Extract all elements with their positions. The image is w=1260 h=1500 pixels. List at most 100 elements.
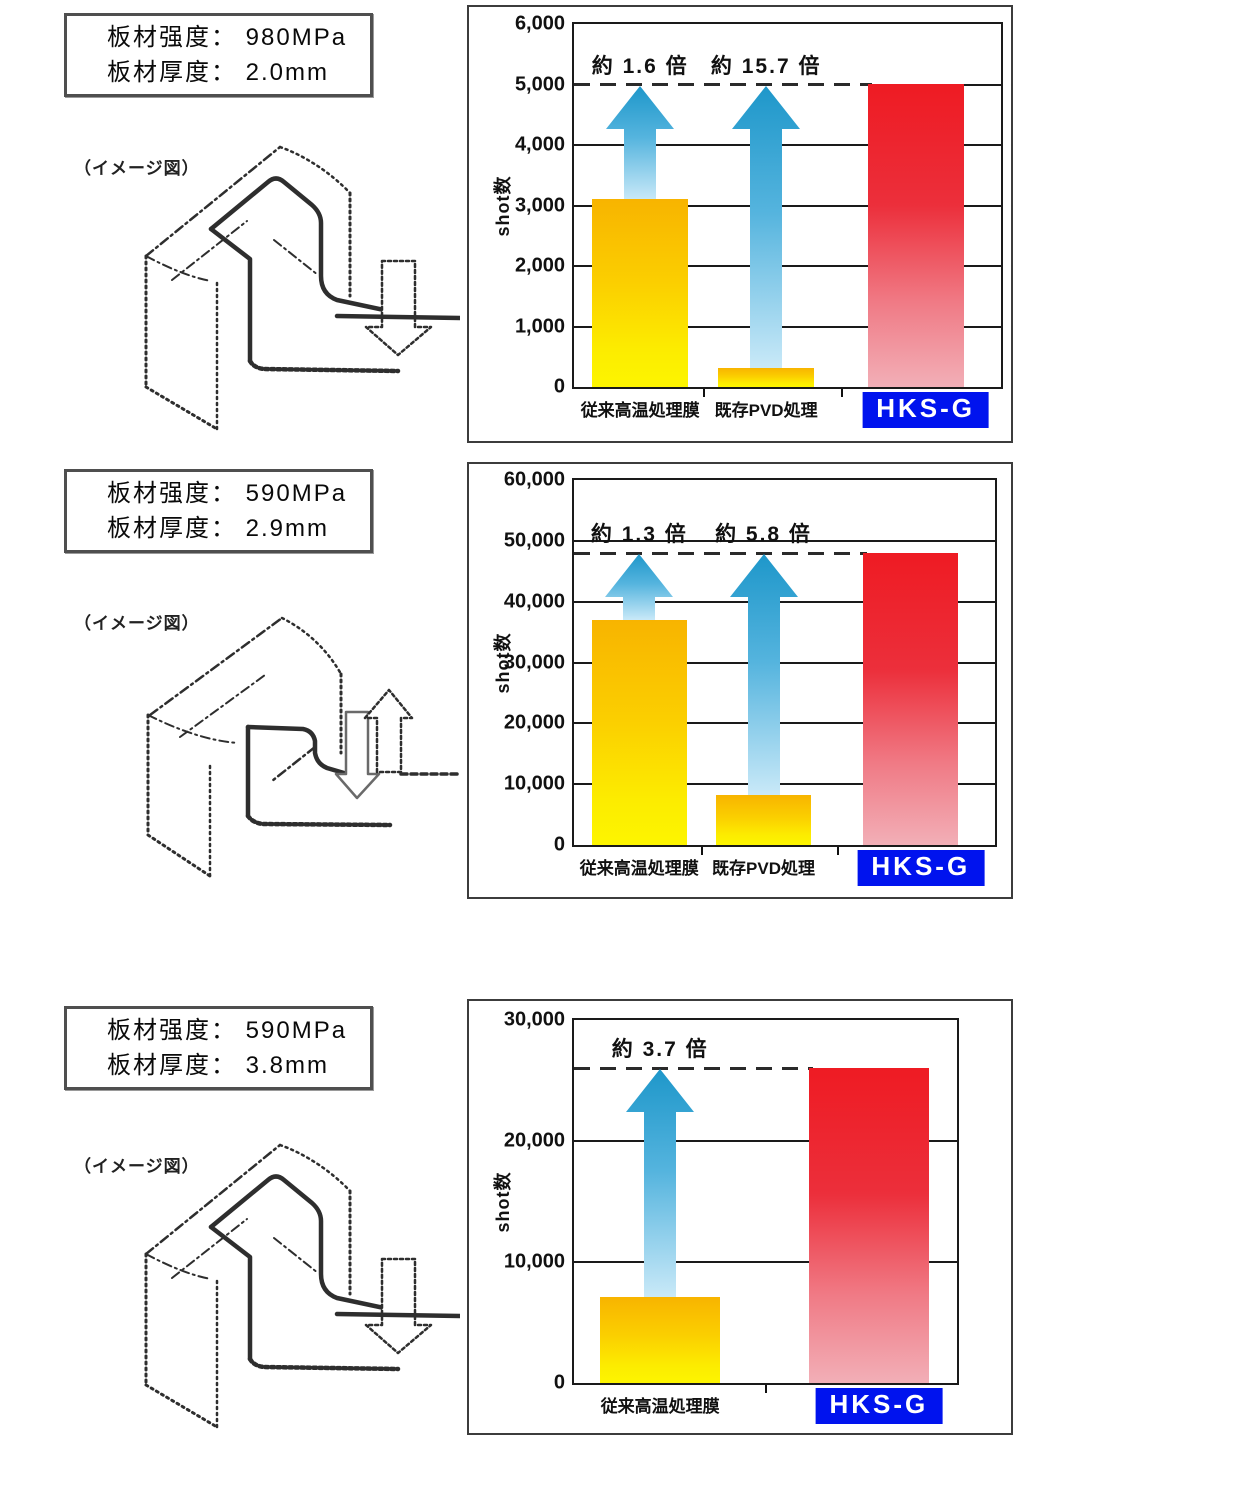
- x-axis-category-label: 既存PVD処理: [712, 859, 815, 878]
- down-arrow-icon: [364, 1257, 433, 1355]
- die-outline: [148, 616, 284, 717]
- bent-sheet: [245, 724, 347, 776]
- y-axis-tick-label: 60,000: [503, 468, 565, 491]
- up-arrow-icon: [363, 688, 414, 774]
- y-axis-tick-label: 0: [553, 375, 565, 398]
- bar-series: [716, 795, 811, 845]
- material-strength: 板材强度： 980MPa: [107, 24, 348, 51]
- y-axis-tick-label: 10,000: [503, 1250, 565, 1273]
- hksg-label: HKS-G: [815, 1388, 943, 1424]
- gridline: [574, 144, 1001, 146]
- bar-series: [591, 620, 687, 845]
- growth-arrow-shape: [732, 85, 801, 368]
- reference-dashed-line: [574, 1066, 813, 1070]
- die-sketch-down-arrow: [144, 1143, 460, 1429]
- gridline: [574, 539, 995, 542]
- x-axis-category-label: 既存PVD処理: [714, 401, 818, 420]
- die-outline: [144, 1143, 282, 1256]
- bent-sheet: [208, 176, 401, 316]
- sheet-line: [334, 313, 460, 321]
- y-axis-title: shot数: [493, 175, 513, 236]
- y-axis-tick-label: 4,000: [514, 133, 565, 156]
- bar-hksg: [863, 553, 959, 845]
- y-axis-tick-label: 5,000: [514, 73, 565, 95]
- x-axis-category-label: 従来高温処理膜: [579, 859, 699, 878]
- material-info-box: 板材强度： 980MPa 板材厚度： 2.0mm: [64, 13, 373, 97]
- down-arrow-icon: [334, 710, 381, 800]
- reference-dashed-line: [574, 551, 868, 555]
- bar-series: [592, 199, 689, 387]
- material-thickness: 板材厚度： 3.8mm: [107, 1052, 330, 1079]
- gridline: [574, 325, 1001, 328]
- die-sketch-down-arrow: [144, 145, 460, 431]
- diagram-label: （イメージ図）: [74, 614, 200, 633]
- x-axis-tick: [701, 847, 704, 855]
- bar-series: [718, 368, 815, 387]
- shot-count-chart-980mpa: 約 1.6 倍約 15.7 倍 0 1,000 2,000 3,000 4,000 5,00…: [467, 5, 1013, 443]
- y-axis-tick-label: 3,000: [514, 194, 565, 216]
- diagram-label: （イメージ図）: [74, 1157, 200, 1176]
- die-outline: [144, 145, 282, 258]
- y-axis-tick-label: 6,000: [514, 12, 565, 35]
- growth-arrow: [726, 553, 802, 795]
- press-die-diagram: （イメージ図）: [60, 585, 460, 915]
- growth-arrow: [622, 1068, 698, 1298]
- die-sketch-up-down-arrows: [146, 616, 460, 878]
- gridline: [574, 661, 995, 664]
- sheet-line: [334, 1311, 460, 1319]
- hksg-label: HKS-G: [857, 850, 985, 886]
- press-die-diagram: （イメージ図）: [60, 1128, 460, 1458]
- plot-area: 約 1.3 倍 約 5.8 倍: [574, 480, 995, 845]
- growth-arrow-shape: [605, 554, 674, 620]
- x-axis-category-label: 従来高温処理膜: [580, 401, 700, 420]
- y-axis-tick-label: 0: [553, 1371, 565, 1394]
- reference-dashed-line: [574, 83, 872, 86]
- y-axis-title: shot数: [493, 632, 513, 693]
- diagram-label: （イメージ図）: [74, 159, 200, 178]
- y-axis-tick-label: 20,000: [503, 711, 565, 734]
- x-axis-tick: [837, 847, 840, 855]
- material-info-box: 板材强度： 590MPa 板材厚度： 2.9mm: [64, 469, 373, 553]
- gridline: [574, 1140, 957, 1142]
- gridline: [963, 83, 1001, 86]
- gridline: [574, 722, 995, 725]
- gridline: [574, 265, 1001, 267]
- y-axis-tick-label: 0: [553, 833, 565, 856]
- growth-arrow-shape: [729, 554, 798, 795]
- bar-hksg: [867, 84, 964, 387]
- y-axis-title: shot数: [493, 1171, 513, 1232]
- plot-area: 約 1.6 倍約 15.7 倍: [574, 24, 1001, 387]
- gridline: [574, 600, 995, 603]
- shot-count-chart-590mpa-38: 約 3.7 倍 0 10,000 20,000 30,000 shot数 従来高温処理膜 HK…: [467, 999, 1013, 1435]
- multiplier-label: 約 1.3 倍: [590, 523, 688, 546]
- material-thickness: 板材厚度： 2.0mm: [107, 59, 330, 86]
- y-axis-tick-label: 1,000: [514, 315, 565, 337]
- y-axis-tick-label: 20,000: [503, 1129, 565, 1152]
- hksg-label: HKS-G: [862, 392, 989, 428]
- x-axis-tick: [840, 389, 843, 397]
- gridline: [574, 204, 1001, 207]
- x-axis-tick: [764, 1385, 767, 1393]
- shot-count-chart-590mpa-29: 約 1.3 倍 約 5.8 倍 0 10,000 20,000 30,000 40,000 5…: [467, 462, 1013, 899]
- plot-area: 約 3.7 倍: [574, 1020, 957, 1383]
- press-die-diagram: （イメージ図）: [60, 130, 460, 460]
- down-arrow-icon: [364, 259, 433, 357]
- material-strength: 板材强度： 590MPa: [107, 1017, 348, 1044]
- y-axis-tick-label: 30,000: [503, 651, 565, 673]
- gridline: [574, 783, 995, 786]
- y-axis-tick-label: 40,000: [503, 590, 565, 613]
- growth-arrow: [602, 85, 678, 200]
- multiplier-label: 約 5.8 倍: [715, 523, 812, 546]
- multiplier-label: 約 3.7 倍: [611, 1038, 709, 1062]
- bar-hksg: [808, 1068, 930, 1383]
- material-strength: 板材强度： 590MPa: [107, 480, 348, 507]
- y-axis-tick-label: 50,000: [503, 529, 565, 552]
- material-thickness: 板材厚度： 2.9mm: [107, 515, 330, 542]
- gridline: [574, 1261, 957, 1263]
- growth-arrow-shape: [606, 85, 675, 200]
- y-axis-tick-label: 10,000: [503, 772, 565, 795]
- y-axis-tick-label: 2,000: [514, 254, 565, 277]
- x-axis-tick: [703, 389, 706, 397]
- growth-arrow: [601, 553, 677, 620]
- material-info-box: 板材强度： 590MPa 板材厚度： 3.8mm: [64, 1006, 373, 1090]
